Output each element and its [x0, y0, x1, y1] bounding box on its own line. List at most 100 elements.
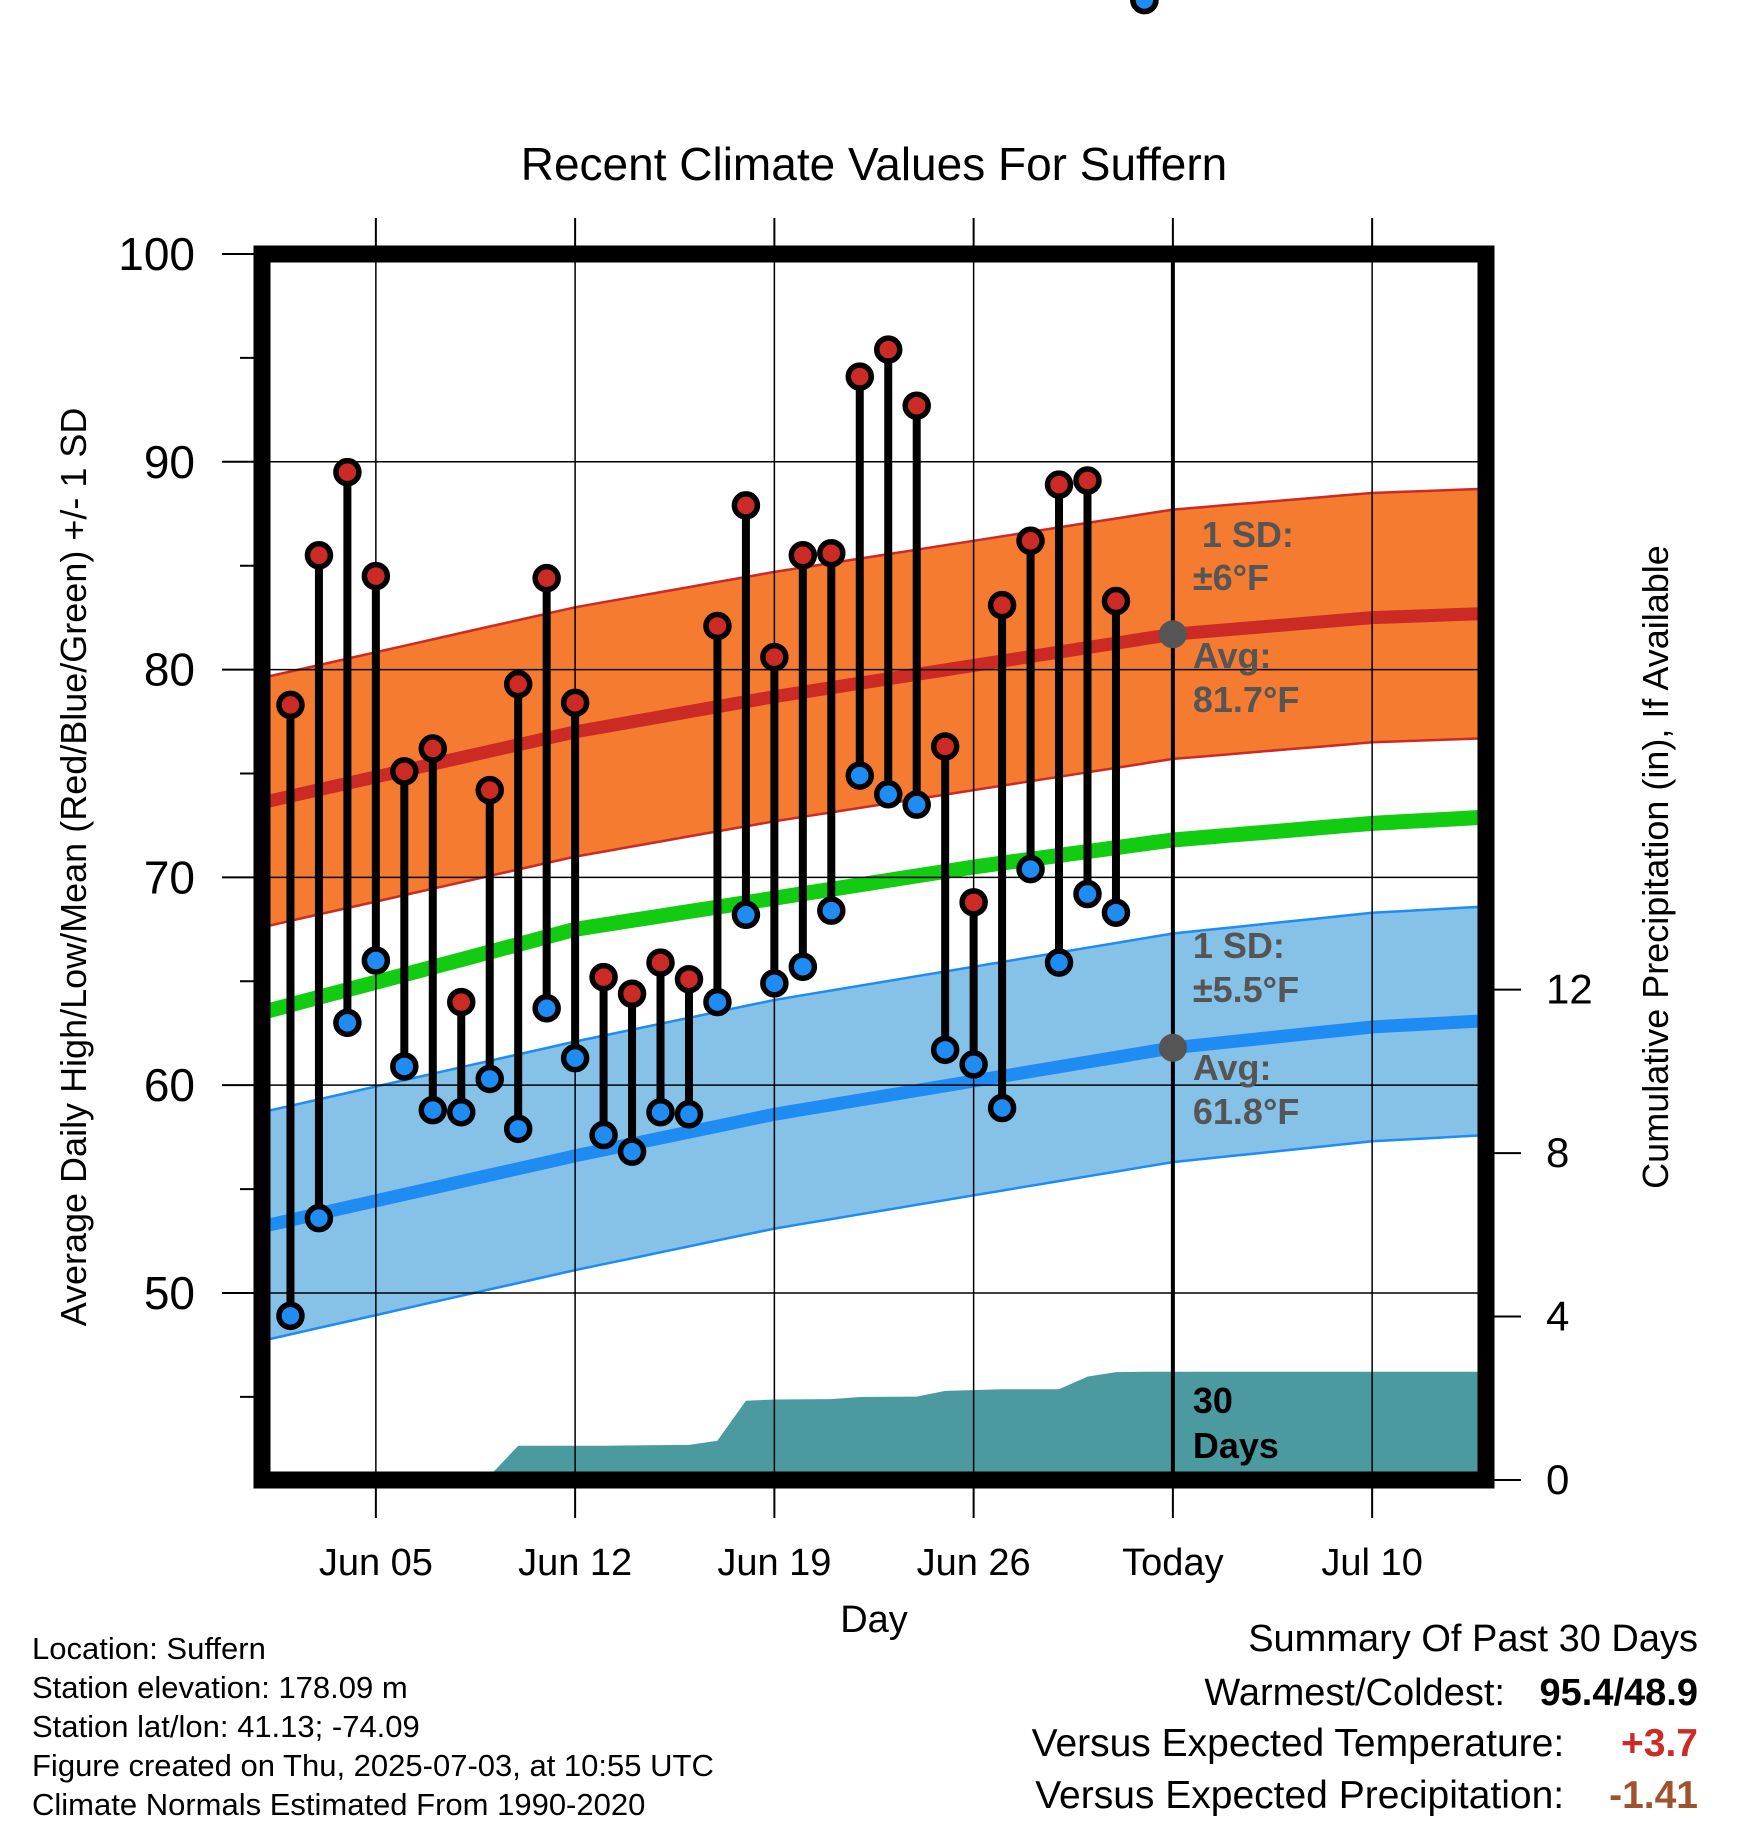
normal-low-line: [262, 1014, 1486, 1233]
low-avg-label: Avg:: [1193, 1047, 1272, 1088]
daily-low-point: [930, 1035, 960, 1065]
daily-high-point: [845, 362, 875, 391]
window-label-count: 30: [1193, 1380, 1233, 1421]
daily-high-point: [304, 541, 334, 570]
daily-low-point: [845, 761, 875, 790]
y-right-tick-label: 0: [1546, 1456, 1569, 1503]
footer-created: Figure created on Thu, 2025-07-03, at 10…: [32, 1748, 714, 1783]
summary-warmest-label: Warmest/Coldest:: [1204, 1672, 1505, 1714]
high-sd-band: [262, 487, 1486, 929]
daily-high-point: [902, 391, 931, 420]
plot-frame: [253, 245, 1495, 1489]
daily-high-point: [760, 642, 789, 672]
daily-low-point: [959, 1050, 988, 1079]
daily-high-point: [731, 491, 761, 520]
y-right-tick-label: 12: [1546, 966, 1593, 1013]
low-sd-label: 1 SD:: [1193, 925, 1285, 966]
daily-high-point: [361, 561, 391, 591]
precip-area: [262, 1371, 1486, 1480]
daily-low-point: [1101, 898, 1131, 927]
y-tick-label: 80: [144, 644, 195, 696]
daily-low-point: [390, 1052, 419, 1081]
low-sd-value: ±5.5°F: [1193, 969, 1299, 1010]
y-tick-label: 50: [144, 1267, 195, 1319]
daily-high-point: [703, 611, 732, 641]
daily-low-point: [1073, 879, 1102, 909]
daily-high-point: [674, 964, 704, 994]
summary-precip-row: Versus Expected Precipitation: -1.41: [1035, 1774, 1698, 1818]
daily-low-point: [873, 780, 903, 809]
daily-high-point: [532, 563, 561, 593]
daily-low-point: [276, 1301, 305, 1331]
high-sd-label: 1 SD:: [1202, 514, 1294, 555]
footer-normals: Climate Normals Estimated From 1990-2020: [32, 1787, 646, 1822]
daily-low-point: [731, 900, 761, 930]
summary-warmest-row: Warmest/Coldest: 95.4/48.9: [1204, 1672, 1698, 1715]
y-axis-label: Average Daily High/Low/Mean (Red/Blue/Gr…: [53, 408, 94, 1327]
footer-location: Location: Suffern: [32, 1631, 266, 1666]
daily-high-point: [1044, 470, 1074, 499]
x-tick-label: Jun 12: [518, 1542, 632, 1584]
daily-high-point: [589, 962, 618, 992]
footer-elevation: Station elevation: 178.09 m: [32, 1670, 408, 1705]
high-avg-label: Avg:: [1193, 635, 1272, 676]
daily-high-point: [475, 775, 504, 805]
daily-low-point: [902, 790, 931, 819]
daily-high-point: [1016, 526, 1045, 556]
daily-high-point: [788, 541, 818, 570]
daily-low-point: [703, 987, 732, 1017]
daily-low-point: [1016, 854, 1045, 884]
daily-low-point: [1044, 948, 1074, 977]
daily-low-point: [646, 1097, 675, 1127]
daily-high-point: [447, 987, 476, 1017]
summary-temp-label: Versus Expected Temperature:: [1031, 1722, 1565, 1765]
low-avg-value: 61.8°F: [1193, 1091, 1299, 1132]
summary-precip-label: Versus Expected Precipitation:: [1035, 1774, 1565, 1817]
high-sd-value: ±6°F: [1193, 557, 1269, 598]
window-label-unit: Days: [1193, 1425, 1279, 1466]
daily-low-point: [418, 1095, 448, 1125]
x-tick-label: Jun 05: [319, 1542, 433, 1584]
y-right-tick-label: 8: [1546, 1129, 1569, 1176]
footer-latlon: Station lat/lon: 41.13; -74.09: [32, 1709, 420, 1744]
low-sd-band: [262, 905, 1486, 1343]
daily-high-point: [987, 590, 1017, 620]
daily-high-point: [959, 888, 988, 917]
y-right-tick-label: 4: [1546, 1293, 1569, 1340]
daily-low-point: [589, 1120, 618, 1150]
daily-low-point: [304, 1203, 334, 1233]
daily-high-point: [560, 688, 590, 718]
x-tick-label: Jun 26: [917, 1542, 1031, 1584]
y-tick-label: 70: [144, 851, 195, 903]
y-tick-label: 60: [144, 1059, 195, 1111]
daily-high-point: [390, 757, 419, 786]
summary-title: Summary Of Past 30 Days: [1248, 1618, 1698, 1660]
daily-high-point: [333, 457, 362, 487]
daily-low-point: [987, 1093, 1017, 1123]
x-axis-label: Day: [840, 1599, 908, 1641]
summary-temp-value: +3.7: [1621, 1722, 1698, 1765]
daily-low-point: [760, 969, 789, 998]
daily-low-point: [503, 1114, 533, 1144]
chart-title: Recent Climate Values For Suffern: [521, 138, 1228, 190]
summary-warmest-value: 95.4/48.9: [1539, 1672, 1698, 1714]
daily-high-point: [276, 690, 305, 720]
daily-low-point: [674, 1100, 704, 1129]
daily-low-point: [361, 946, 391, 975]
y-axis-right-label: Cumulative Precipitation (in), If Availa…: [1635, 545, 1676, 1189]
daily-low-point: [788, 952, 818, 981]
daily-low-point: [532, 994, 561, 1023]
summary-temp-row: Versus Expected Temperature: +3.7: [1032, 1722, 1698, 1766]
summary-precip-value: -1.41: [1609, 1774, 1698, 1817]
daily-low-point: [447, 1097, 476, 1127]
daily-high-point: [646, 948, 675, 977]
x-tick-label: Jul 10: [1321, 1542, 1422, 1584]
daily-low-point: [475, 1064, 504, 1094]
daily-high-point: [1101, 586, 1131, 616]
daily-high-point: [617, 979, 647, 1009]
daily-low-point: [560, 1043, 590, 1073]
x-tick-label: Today: [1122, 1542, 1223, 1584]
daily-low-point: [1130, 0, 1159, 15]
daily-high-point: [418, 734, 448, 763]
